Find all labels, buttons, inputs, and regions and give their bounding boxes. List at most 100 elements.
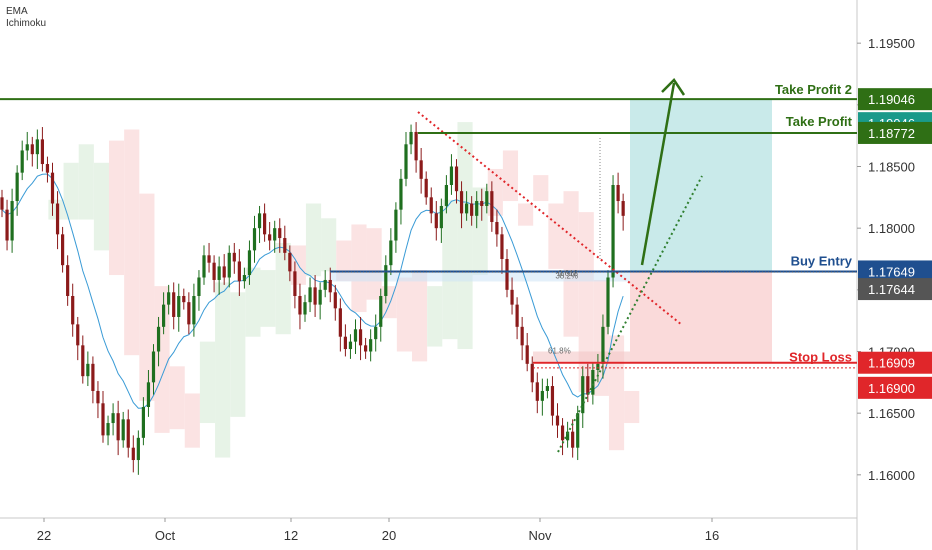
price-label-badge <box>858 121 932 144</box>
x-tick-label: Nov <box>528 528 552 543</box>
candle-body <box>111 413 115 424</box>
candle-body <box>50 172 55 204</box>
candle-body <box>146 382 151 407</box>
cloud-segment <box>366 228 382 300</box>
cloud-segment <box>518 203 534 226</box>
candle-body <box>91 363 95 391</box>
candle-body <box>156 326 161 352</box>
candle-body <box>263 213 267 235</box>
candle-body <box>141 407 145 438</box>
candle-body <box>353 329 358 342</box>
candle-body <box>495 222 499 235</box>
cloud-segment <box>427 286 443 347</box>
candle-body <box>318 289 322 305</box>
candle-body <box>278 228 282 239</box>
candle-body <box>576 413 580 448</box>
candle-body <box>71 296 75 325</box>
candle-body <box>192 296 196 325</box>
candle-body <box>172 292 176 317</box>
stop-fib-zone <box>533 351 630 362</box>
candle-body <box>167 292 171 305</box>
candle-body <box>560 425 565 441</box>
candle-body <box>616 185 620 202</box>
cloud-segment <box>109 140 125 276</box>
price-label-badge <box>858 376 932 399</box>
cloud-segment <box>412 270 428 362</box>
candle-body <box>0 197 4 210</box>
candle-body <box>268 234 272 241</box>
candle-body <box>419 160 423 179</box>
price-label-text: 1.16909 <box>868 356 915 371</box>
candle-body <box>86 363 90 377</box>
price-label-text: 1.18772 <box>868 126 915 141</box>
candle-body <box>369 339 373 352</box>
candle-body <box>566 431 570 441</box>
y-tick-label: 1.16500 <box>868 406 915 421</box>
cloud-segment <box>351 224 367 313</box>
cloud-segment <box>93 162 109 251</box>
candle-body <box>465 203 469 214</box>
candle-body <box>571 431 575 448</box>
candle-body <box>601 326 605 364</box>
cloud-segment <box>184 393 200 448</box>
candle-body <box>394 209 398 241</box>
candle-body <box>30 144 34 155</box>
candle-body <box>399 178 403 210</box>
legend-ichimoku[interactable]: Ichimoku <box>6 18 47 29</box>
candle-body <box>182 296 186 303</box>
candle-body <box>207 255 211 263</box>
price-label-text: 1.19046 <box>868 92 915 107</box>
candle-body <box>470 203 474 216</box>
x-tick-label: 12 <box>284 528 298 543</box>
candle-body <box>101 403 105 436</box>
candle-body <box>591 370 595 395</box>
candle-body <box>525 345 529 364</box>
stop-loss-label: Stop Loss <box>789 350 852 365</box>
cloud-segment <box>321 218 337 272</box>
candle-body <box>252 228 257 251</box>
candle-body <box>293 271 297 296</box>
candle-body <box>55 203 60 235</box>
candle-body <box>500 234 504 259</box>
cloud-segment <box>275 242 291 335</box>
price-label-text: 1.17644 <box>868 282 915 297</box>
ascending-trendline <box>557 175 703 453</box>
candle-body <box>364 345 368 352</box>
cloud-segment <box>230 292 246 417</box>
candle-body <box>257 213 262 229</box>
candle-body <box>586 376 590 395</box>
cloud-segment <box>260 270 276 327</box>
candle-body <box>540 390 544 401</box>
candle-body <box>288 252 292 272</box>
candle-body <box>162 304 166 327</box>
candle-body <box>35 139 39 155</box>
candle-body <box>409 131 413 145</box>
candle-body <box>136 437 140 461</box>
price-label-badge <box>858 88 932 111</box>
price-label-badge <box>858 351 932 374</box>
candle-body <box>343 336 347 350</box>
candle-body <box>449 166 454 185</box>
candle-body <box>454 166 459 192</box>
candle-body <box>66 265 70 296</box>
legend-ema[interactable]: EMA <box>6 6 28 17</box>
loss-zone <box>630 271 772 363</box>
candle-body <box>217 266 221 280</box>
x-tick-label: 22 <box>37 528 51 543</box>
candle-body <box>621 201 625 216</box>
candle-body <box>313 287 317 305</box>
candle-body <box>510 289 514 305</box>
candle-body <box>459 191 464 214</box>
candle-body <box>480 201 484 206</box>
candle-body <box>20 150 24 173</box>
candle-body <box>283 238 287 253</box>
candle-body <box>444 185 448 206</box>
cloud-segment <box>124 129 140 356</box>
candle-body <box>116 413 120 441</box>
candle-body <box>606 277 610 327</box>
fib-618-label: 0.618 <box>558 269 579 278</box>
candle-body <box>10 201 14 241</box>
candle-body <box>202 255 206 278</box>
